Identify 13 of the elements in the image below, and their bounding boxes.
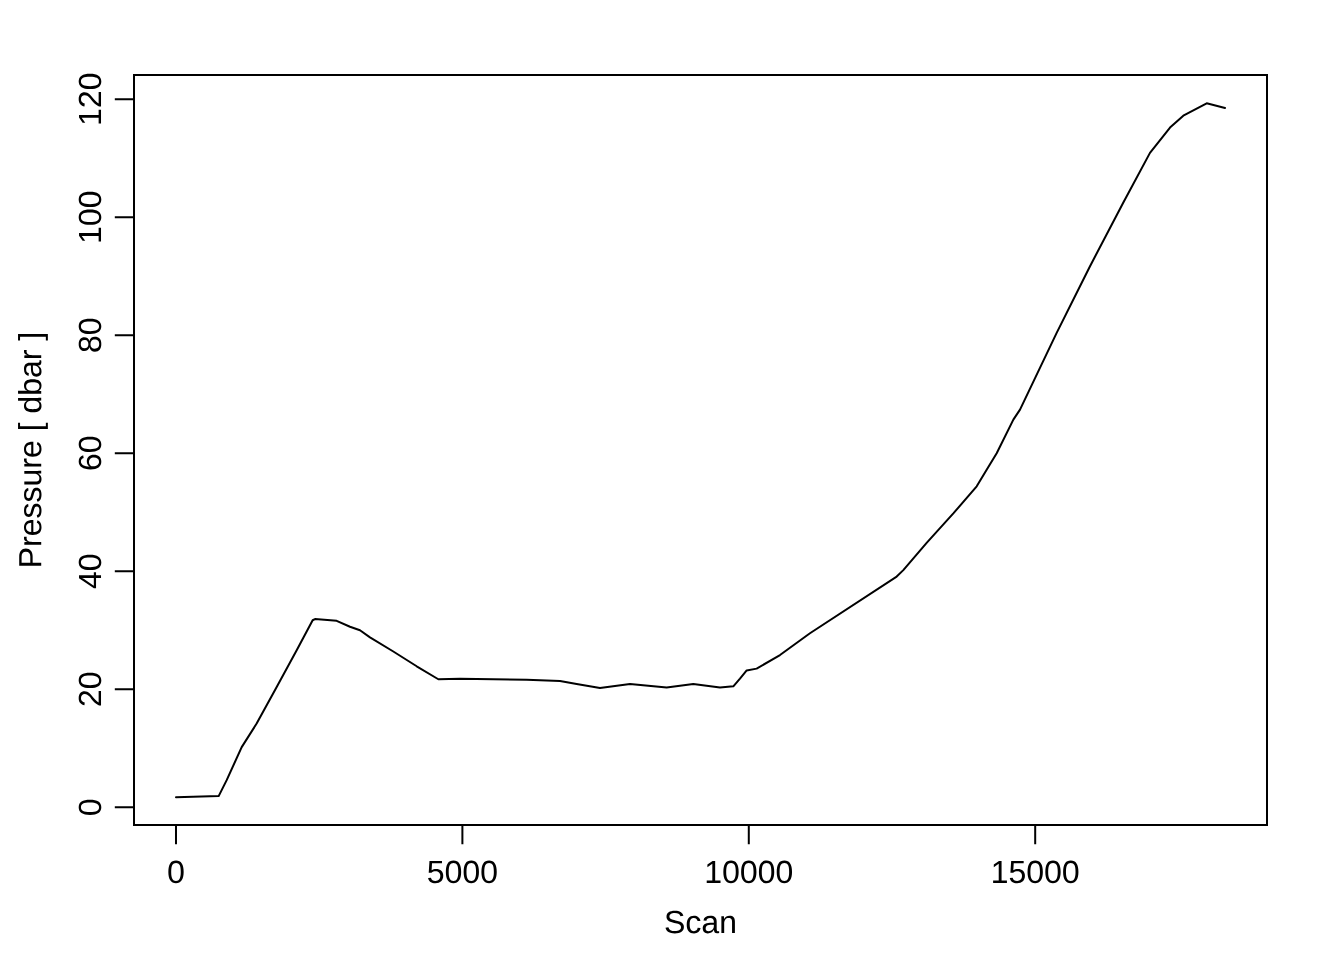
y-tick-label: 20 bbox=[78, 672, 102, 706]
y-tick-label: 100 bbox=[78, 191, 102, 242]
y-tick-label: 80 bbox=[78, 318, 102, 352]
x-tick-label: 5000 bbox=[428, 860, 497, 884]
y-tick-label: 0 bbox=[78, 799, 102, 815]
x-tick-label: 15000 bbox=[993, 860, 1079, 884]
y-tick-label: 40 bbox=[78, 554, 102, 589]
y-axis-title: Pressure [ dbar ] bbox=[18, 334, 48, 566]
y-tick-label: 120 bbox=[78, 73, 102, 124]
x-tick-label: 10000 bbox=[706, 860, 793, 884]
x-axis-title: Scan bbox=[665, 910, 735, 934]
y-tick-label: 60 bbox=[78, 436, 102, 470]
x-tick-label: 0 bbox=[168, 860, 184, 884]
